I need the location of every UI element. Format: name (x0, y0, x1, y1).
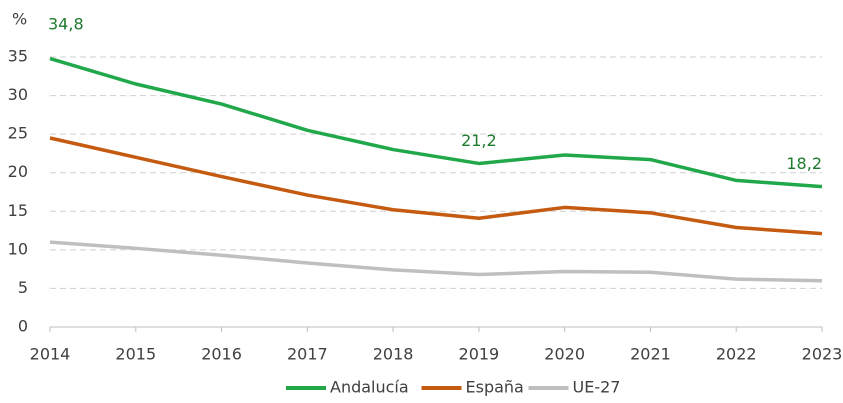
y-tick-label: 25 (8, 124, 28, 143)
y-tick-label: 15 (8, 201, 28, 220)
data-label: 21,2 (461, 131, 497, 150)
x-tick-label: 2014 (30, 345, 71, 364)
y-tick-label: 20 (8, 162, 28, 181)
x-tick-label: 2022 (716, 345, 757, 364)
y-tick-label: 10 (8, 239, 28, 258)
data-label: 34,8 (48, 15, 84, 34)
x-tick-label: 2018 (373, 345, 414, 364)
y-tick-label: 5 (18, 278, 28, 297)
legend-label: UE-27 (573, 378, 621, 397)
legend-label: Andalucía (330, 378, 409, 397)
x-tick-label: 2021 (630, 345, 671, 364)
y-axis-label: % (12, 10, 27, 29)
data-label: 18,2 (786, 154, 822, 173)
y-tick-label: 30 (8, 85, 28, 104)
x-tick-label: 2023 (802, 345, 843, 364)
x-tick-label: 2015 (115, 345, 156, 364)
series-line (49, 56, 823, 189)
x-tick-label: 2020 (544, 345, 585, 364)
y-tick-label: 0 (18, 317, 28, 336)
x-tick-label: 2016 (201, 345, 242, 364)
series-line (49, 240, 823, 283)
x-tick-label: 2017 (287, 345, 328, 364)
x-tick-label: 2019 (459, 345, 500, 364)
y-tick-label: 35 (8, 47, 28, 66)
series-line (49, 136, 823, 236)
legend-label: España (466, 378, 524, 397)
